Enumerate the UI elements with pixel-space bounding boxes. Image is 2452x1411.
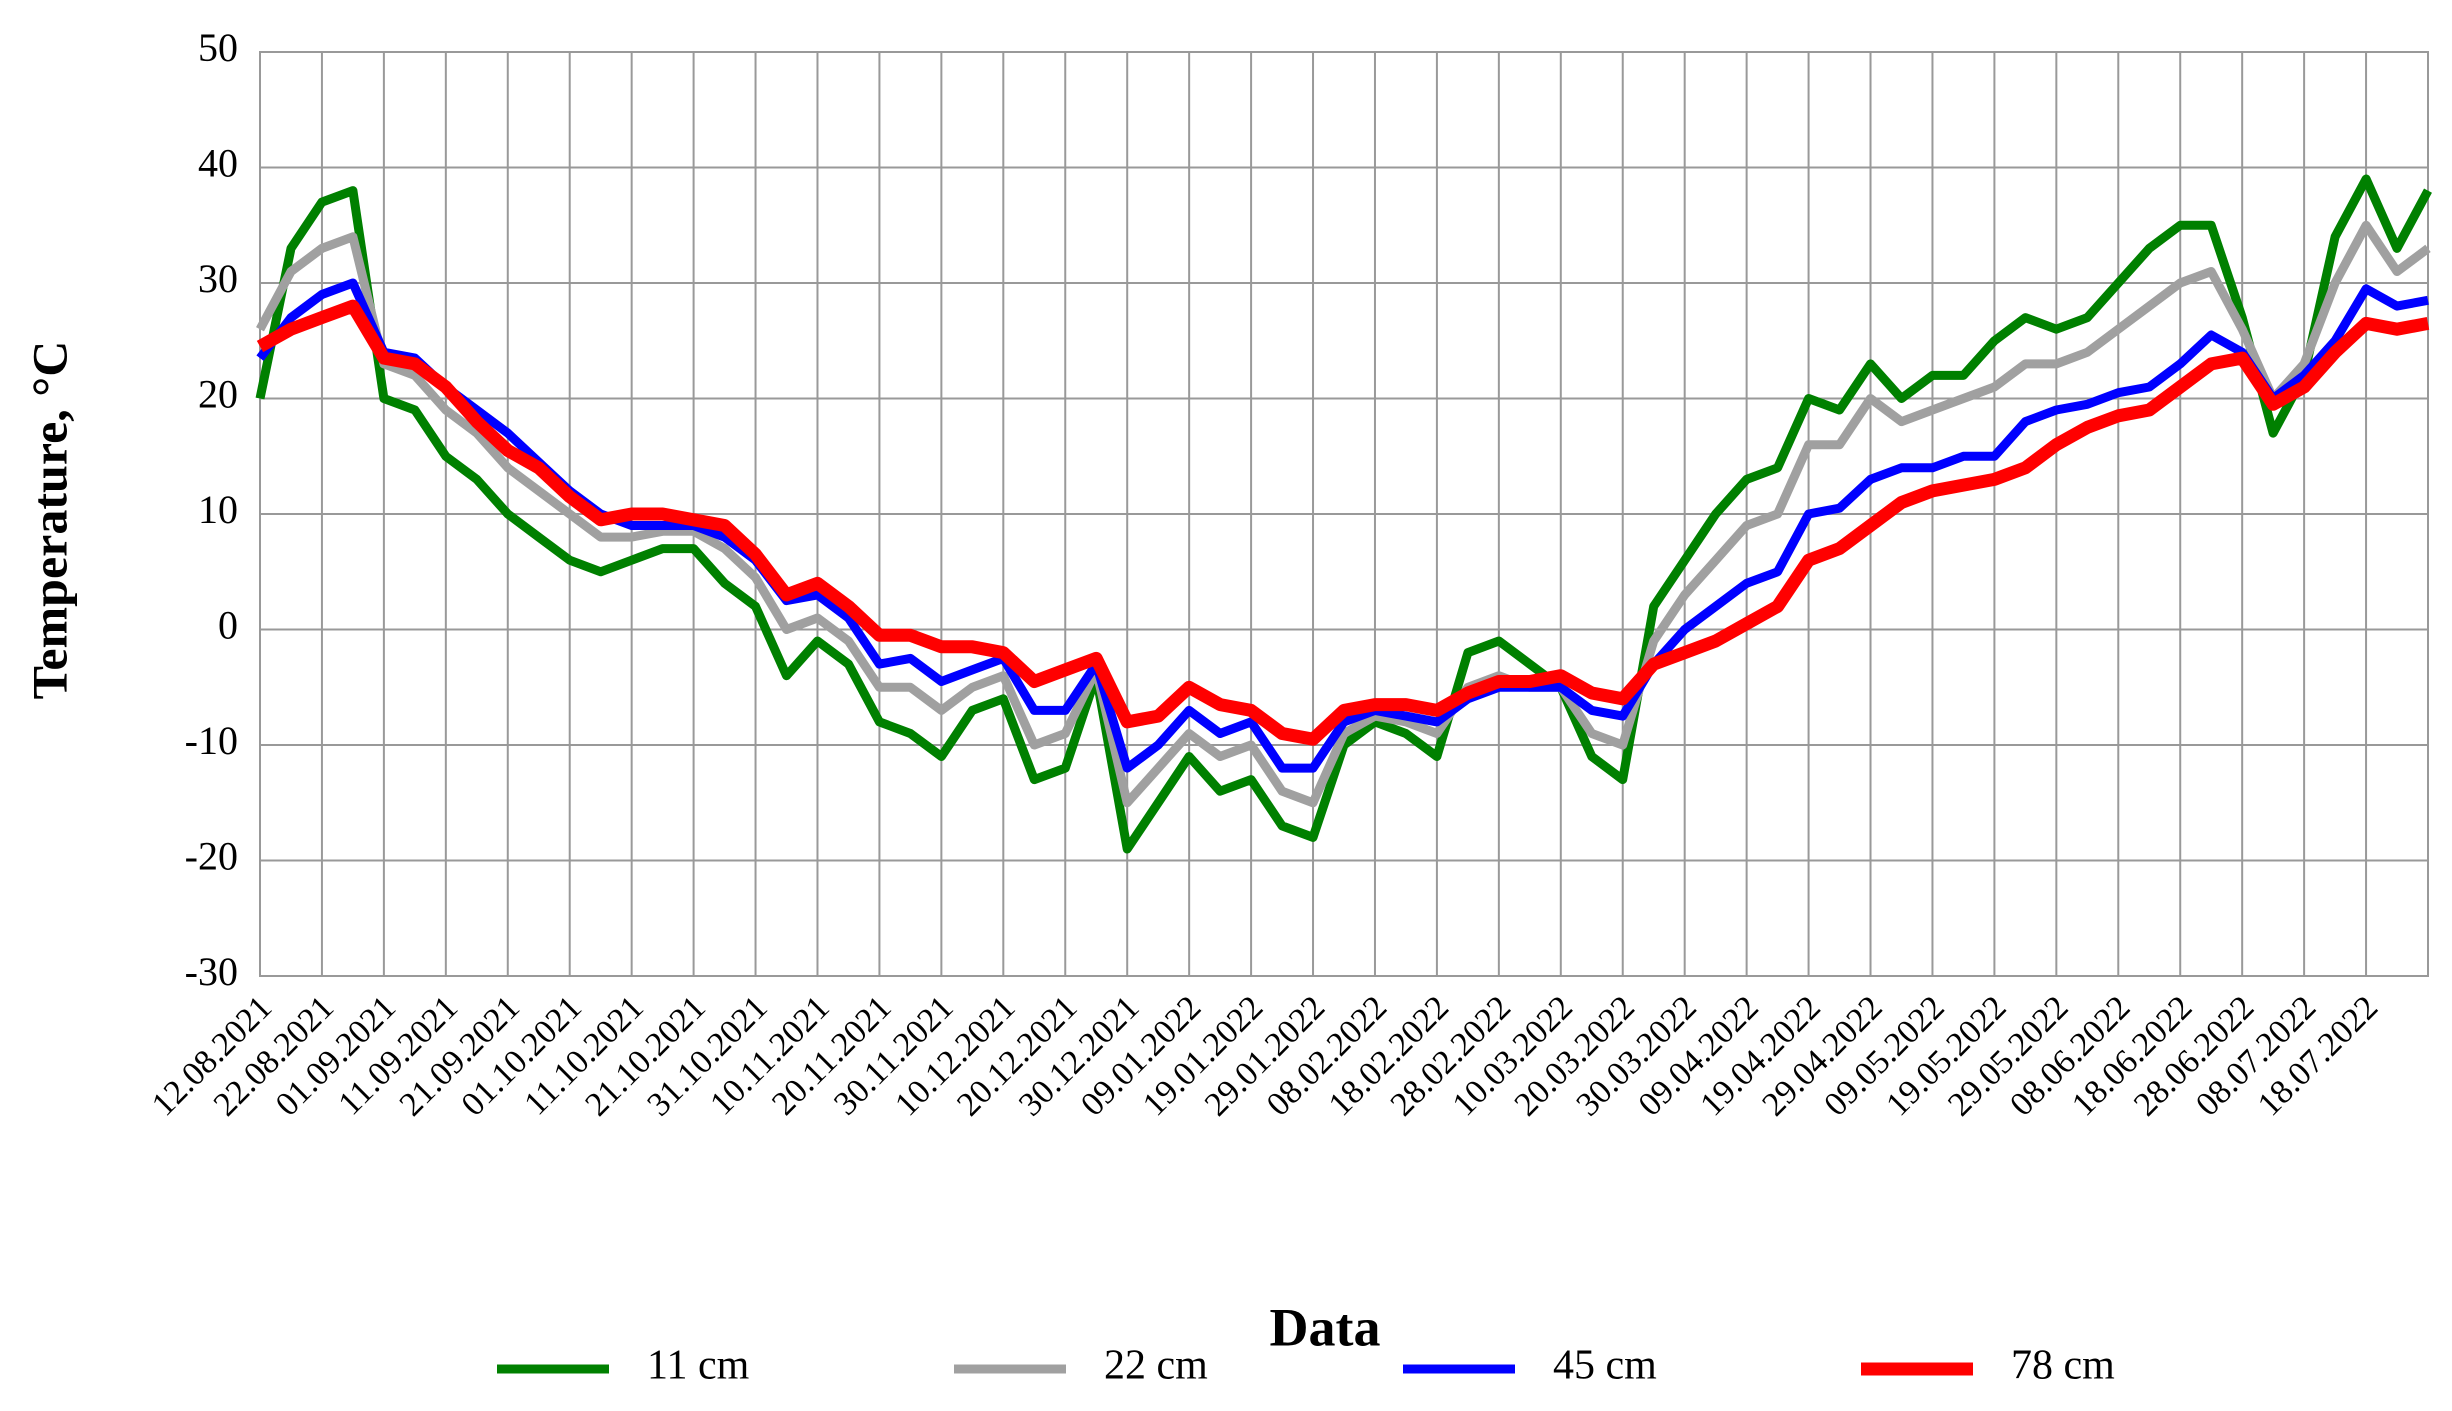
legend-label: 78 cm bbox=[2011, 1343, 2115, 1389]
y-tick-label: 20 bbox=[198, 372, 238, 417]
y-tick-label: 40 bbox=[198, 141, 238, 186]
legend-label: 11 cm bbox=[647, 1343, 750, 1389]
y-tick-label: 0 bbox=[218, 603, 238, 648]
y-tick-label: -20 bbox=[185, 834, 238, 879]
x-axis-title: Data bbox=[1270, 1297, 1381, 1357]
y-tick-label: 30 bbox=[198, 256, 238, 301]
y-tick-label: -10 bbox=[185, 718, 238, 763]
y-tick-label: -30 bbox=[185, 949, 238, 994]
y-axis-title: Temperature, °C bbox=[21, 341, 77, 700]
y-tick-label: 50 bbox=[198, 25, 238, 70]
legend-label: 22 cm bbox=[1104, 1343, 1208, 1389]
y-tick-label: 10 bbox=[198, 487, 238, 532]
series-line bbox=[255, 174, 2432, 854]
legend-label: 45 cm bbox=[1553, 1343, 1657, 1389]
series-line bbox=[256, 299, 2430, 746]
series-line bbox=[256, 220, 2431, 808]
